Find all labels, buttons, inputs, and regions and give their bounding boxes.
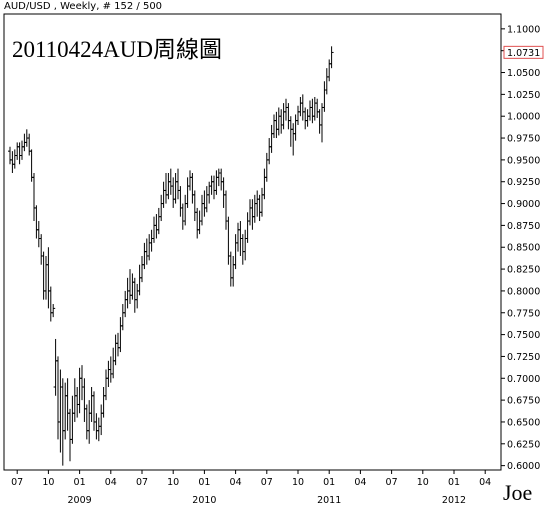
x-tick-label: 01: [74, 477, 86, 488]
y-tick-label: 0.9000: [507, 199, 540, 210]
x-tick-label: 07: [261, 477, 273, 488]
y-tick-label: 0.8250: [507, 265, 540, 276]
chart-header: AUD/USD , Weekly, # 152 / 500: [4, 1, 163, 12]
y-tick-label: 0.6750: [507, 396, 540, 407]
y-tick-label: 0.8000: [507, 286, 540, 297]
y-tick-label: 0.8750: [507, 221, 540, 232]
year-label: 2012: [442, 495, 466, 506]
chart-annotation-title: 20110424AUD周線圖: [12, 37, 222, 62]
y-tick-label: 0.6000: [507, 461, 540, 472]
x-tick-label: 10: [42, 477, 54, 488]
y-tick-label: 0.8500: [507, 243, 540, 254]
y-tick-label: 0.7250: [507, 352, 540, 363]
x-tick-label: 10: [292, 477, 304, 488]
x-tick-label: 01: [323, 477, 335, 488]
year-label: 2010: [192, 495, 216, 506]
y-tick-label: 0.7000: [507, 374, 540, 385]
x-tick-label: 04: [105, 477, 117, 488]
year-label: 2009: [68, 495, 92, 506]
plot-frame: [3, 13, 502, 471]
y-tick-label: 1.0250: [507, 90, 540, 101]
y-tick-label: 1.1000: [507, 24, 540, 35]
y-tick-label: 0.6250: [507, 439, 540, 450]
year-label: 2011: [317, 495, 341, 506]
y-tick-label: 0.6500: [507, 417, 540, 428]
x-tick-label: 01: [448, 477, 460, 488]
x-tick-label: 04: [354, 477, 366, 488]
signature: Joe: [503, 480, 533, 505]
x-tick-label: 01: [198, 477, 210, 488]
y-tick-label: 0.9250: [507, 177, 540, 188]
x-tick-label: 10: [417, 477, 429, 488]
y-tick-label: 0.7500: [507, 330, 540, 341]
y-tick-label: 0.9750: [507, 134, 540, 145]
y-tick-label: 0.9500: [507, 155, 540, 166]
x-tick-label: 07: [11, 477, 23, 488]
x-tick-label: 10: [167, 477, 179, 488]
last-price-label: 1.0731: [507, 48, 540, 59]
x-tick-label: 07: [136, 477, 148, 488]
y-tick-label: 1.0000: [507, 112, 540, 123]
x-tick-label: 04: [479, 477, 491, 488]
y-tick-label: 1.0500: [507, 68, 540, 79]
x-tick-label: 07: [386, 477, 398, 488]
x-tick-label: 04: [230, 477, 242, 488]
last-price-box: [503, 45, 544, 59]
y-tick-label: 0.7750: [507, 308, 540, 319]
